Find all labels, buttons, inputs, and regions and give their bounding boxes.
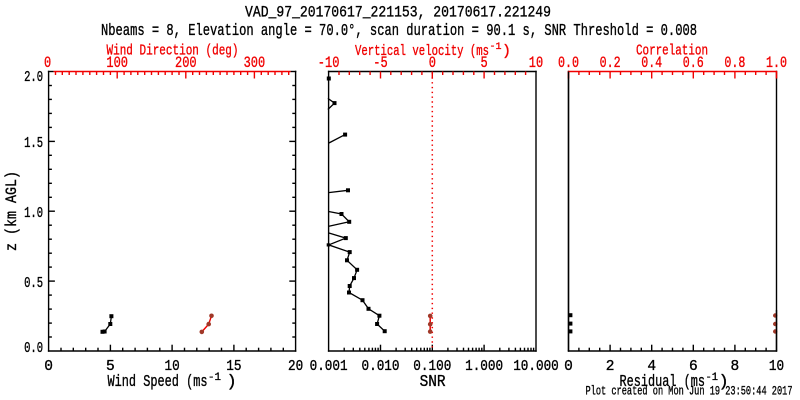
svg-text:1.5: 1.5 <box>24 135 43 152</box>
svg-text:0: 0 <box>44 54 51 72</box>
svg-text:0.001: 0.001 <box>310 359 348 375</box>
svg-text:0: 0 <box>564 359 573 375</box>
svg-text:0.6: 0.6 <box>683 54 704 72</box>
svg-text:): ) <box>502 43 511 60</box>
svg-text:1.0: 1.0 <box>766 54 787 72</box>
svg-text:100: 100 <box>106 54 128 72</box>
svg-text:0.0: 0.0 <box>24 340 43 357</box>
svg-text:2.0: 2.0 <box>24 69 43 86</box>
svg-text:0.8: 0.8 <box>724 54 745 72</box>
svg-text:0: 0 <box>44 359 53 375</box>
svg-text:VAD_97_20170617_221153, 201706: VAD_97_20170617_221153, 20170617.221249 <box>245 4 551 22</box>
svg-text:Correlation: Correlation <box>636 43 708 60</box>
svg-text:0.4: 0.4 <box>641 54 662 72</box>
svg-text:5: 5 <box>481 54 488 72</box>
svg-text:20: 20 <box>288 359 303 375</box>
svg-text:10.000: 10.000 <box>513 359 559 375</box>
svg-text:-5: -5 <box>373 54 387 72</box>
svg-text:1.0: 1.0 <box>24 205 43 222</box>
svg-text:-10: -10 <box>318 54 340 72</box>
svg-text:0.5: 0.5 <box>24 275 43 292</box>
svg-text:0.010: 0.010 <box>362 359 400 375</box>
svg-text:6: 6 <box>689 359 698 375</box>
svg-text:Nbeams = 8, Elevation angle =: Nbeams = 8, Elevation angle = 70.0°, sca… <box>101 22 697 41</box>
svg-text:5: 5 <box>106 359 115 375</box>
svg-text:Residual (ms: Residual (ms <box>620 373 706 392</box>
svg-text:300: 300 <box>244 54 266 72</box>
svg-text:15: 15 <box>226 359 241 375</box>
svg-text:0.2: 0.2 <box>600 54 621 72</box>
svg-text:): ) <box>227 373 237 392</box>
svg-text:1.000: 1.000 <box>465 359 503 375</box>
svg-text:10: 10 <box>165 359 180 375</box>
svg-text:4: 4 <box>647 359 656 375</box>
svg-text:z (km AGL): z (km AGL) <box>3 171 21 251</box>
svg-text:-1: -1 <box>490 42 502 53</box>
svg-text:Vertical velocity (ms: Vertical velocity (ms <box>355 43 489 60</box>
svg-text:-1: -1 <box>208 372 221 384</box>
svg-text:10: 10 <box>769 359 784 375</box>
svg-text:Wind Direction (deg): Wind Direction (deg) <box>107 43 239 60</box>
svg-text:SNR: SNR <box>420 373 446 392</box>
svg-text:2: 2 <box>606 359 615 375</box>
svg-text:10: 10 <box>529 54 543 72</box>
svg-text:0.0: 0.0 <box>558 54 579 72</box>
svg-text:0: 0 <box>429 54 436 72</box>
svg-text:-1: -1 <box>706 372 719 384</box>
svg-text:8: 8 <box>731 359 740 375</box>
svg-text:): ) <box>719 373 729 392</box>
svg-text:Plot created on Mon Jun 19 23:: Plot created on Mon Jun 19 23:50:44 2017 <box>586 384 793 399</box>
svg-text:Wind Speed (ms: Wind Speed (ms <box>108 373 208 392</box>
svg-text:200: 200 <box>175 54 197 72</box>
svg-text:0.100: 0.100 <box>413 359 451 375</box>
